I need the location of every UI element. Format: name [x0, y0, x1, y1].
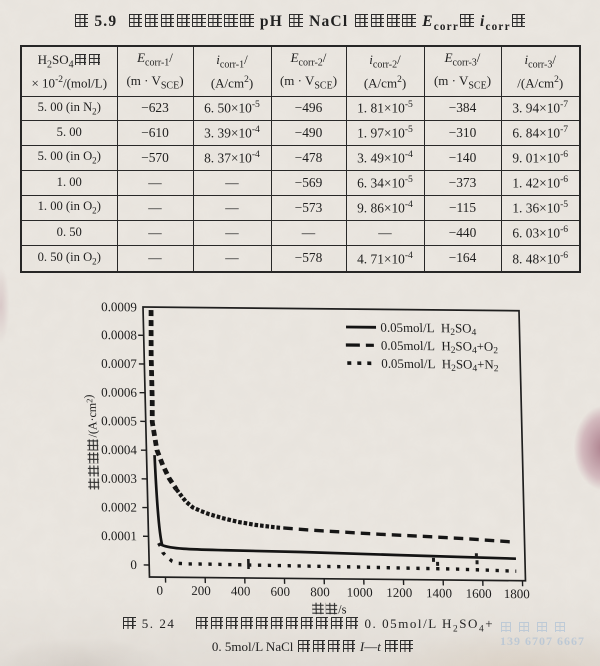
svg-text:0.05mol/L H2SO4+O2: 0.05mol/L H2SO4+O2 — [381, 339, 499, 357]
svg-text:0.0009: 0.0009 — [101, 299, 137, 314]
svg-text:200: 200 — [191, 583, 211, 598]
svg-text:/(A·cm2): /(A·cm2) — [81, 394, 100, 437]
svg-text:0.05mol/L H2SO4: 0.05mol/L H2SO4 — [380, 321, 476, 338]
svg-text:600: 600 — [270, 584, 290, 599]
svg-text:0.0002: 0.0002 — [101, 499, 137, 514]
svg-text:0: 0 — [130, 557, 137, 572]
svg-text:1600: 1600 — [465, 586, 491, 601]
svg-text:1000: 1000 — [346, 584, 372, 599]
svg-text:0.0001: 0.0001 — [101, 528, 137, 543]
svg-text:0.0004: 0.0004 — [101, 442, 138, 457]
svg-text:1400: 1400 — [426, 585, 452, 600]
svg-text:/s: /s — [338, 602, 347, 616]
svg-text:400: 400 — [231, 583, 251, 598]
svg-text:0.0005: 0.0005 — [101, 413, 137, 428]
svg-text:1200: 1200 — [386, 585, 412, 600]
svg-text:0.0008: 0.0008 — [101, 327, 137, 342]
svg-text:800: 800 — [310, 584, 330, 599]
svg-text:0.0003: 0.0003 — [101, 471, 137, 486]
svg-text:0.05mol/L H2SO4+N2: 0.05mol/L H2SO4+N2 — [381, 357, 499, 375]
svg-text:0: 0 — [156, 583, 163, 598]
svg-text:1800: 1800 — [504, 586, 530, 601]
svg-text:0.0006: 0.0006 — [101, 384, 138, 399]
svg-text:0.0007: 0.0007 — [101, 356, 138, 371]
